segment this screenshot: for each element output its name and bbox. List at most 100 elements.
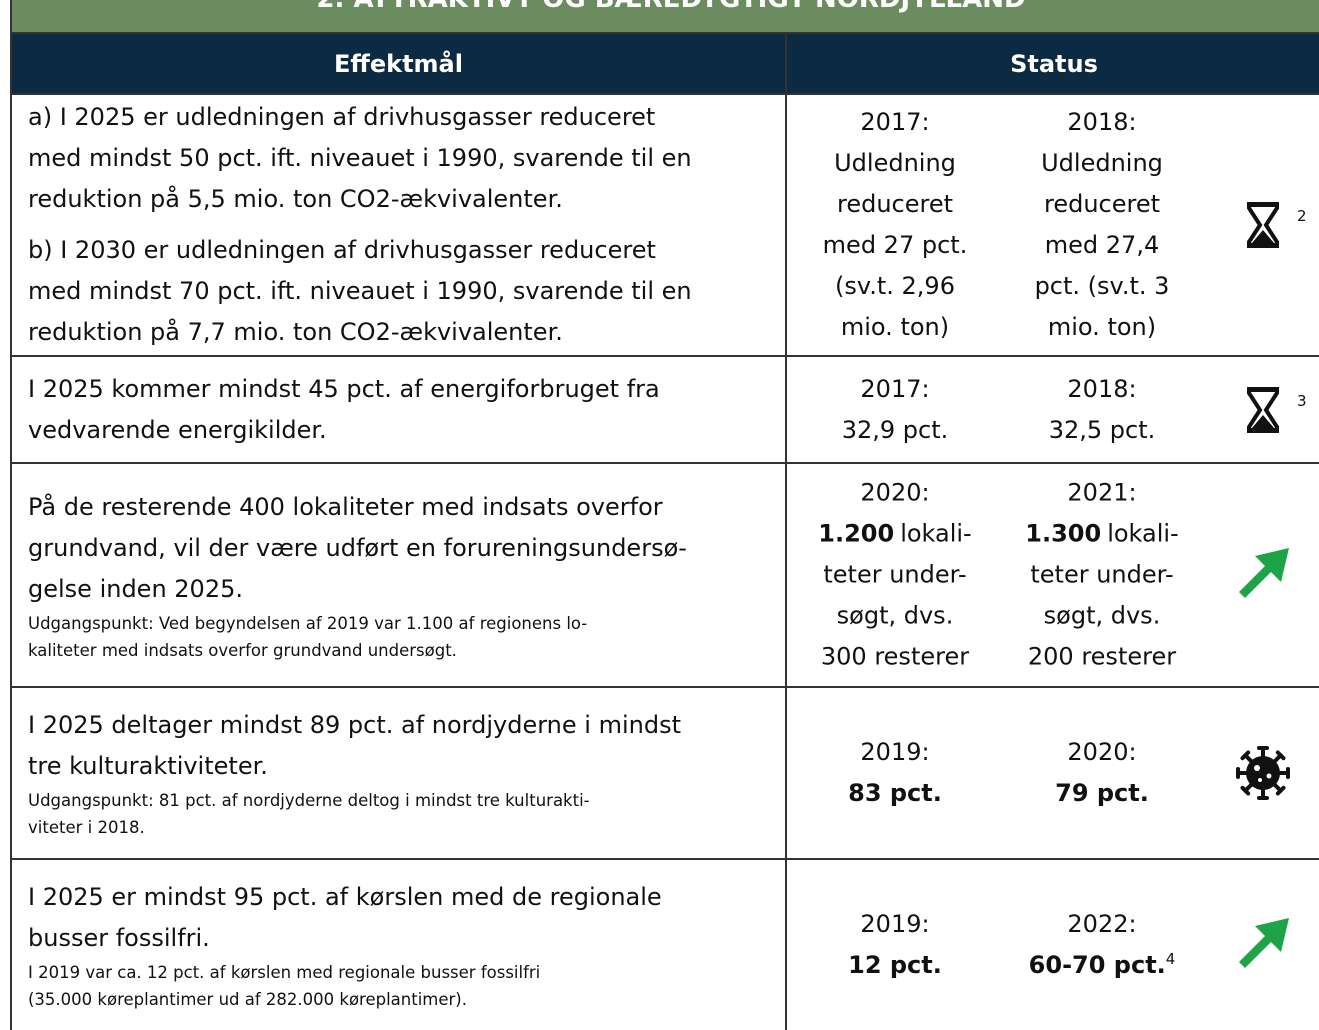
text-line: reduktion på 7,7 mio. ton CO2-ækvivalent… bbox=[28, 318, 563, 346]
table-row: a) I 2025 er udledningen af drivhusgasse… bbox=[10, 93, 1319, 357]
status-year: 2019: bbox=[860, 910, 930, 938]
text-line: I 2025 er mindst 95 pct. af kørslen med … bbox=[28, 883, 662, 911]
status-value: 2020: 79 pct. bbox=[997, 732, 1207, 814]
text-line: gelse inden 2025. bbox=[28, 574, 243, 603]
text-line: Udledning bbox=[1041, 149, 1163, 177]
table-row: I 2025 er mindst 95 pct. af kørslen med … bbox=[10, 858, 1319, 1030]
text-line: 1.300 lokali- bbox=[997, 514, 1207, 555]
goal-text: b) I 2030 er udledningen af drivhusgasse… bbox=[28, 230, 769, 353]
status-icon-arrow bbox=[1227, 540, 1307, 610]
status-bold: 83 pct. bbox=[848, 779, 942, 807]
text-line: I 2025 deltager mindst 89 pct. af nordjy… bbox=[28, 711, 681, 739]
status-value: 2018: 32,5 pct. bbox=[997, 369, 1207, 451]
status-year: 2020: bbox=[1067, 738, 1137, 766]
text-line: grundvand, vil der være udført en forure… bbox=[28, 533, 687, 562]
goal-cell: I 2025 kommer mindst 45 pct. af energifo… bbox=[10, 355, 787, 464]
goal-cell: I 2025 deltager mindst 89 pct. af nordjy… bbox=[10, 686, 787, 860]
text-line: med mindst 70 pct. ift. niveauet i 1990,… bbox=[28, 277, 692, 305]
text-line: I 2025 kommer mindst 45 pct. af energifo… bbox=[28, 374, 660, 403]
icon-graphic bbox=[1239, 918, 1289, 968]
text-line: 1.200 lokali- bbox=[790, 514, 1000, 555]
text-line: 32,5 pct. bbox=[997, 410, 1207, 451]
text-line: med 27,4 bbox=[1044, 231, 1160, 259]
baseline-note: Udgangspunkt: Ved begyndelsen af 2019 va… bbox=[28, 610, 769, 664]
status-icon-hourglass bbox=[1227, 190, 1307, 260]
footnote-ref: 4 bbox=[1165, 950, 1176, 968]
text-line: busser fossilfri. bbox=[28, 924, 210, 952]
text-line: Udledning bbox=[790, 143, 1000, 184]
text-line: søgt, dvs. bbox=[1043, 601, 1161, 630]
text-line: b) I 2030 er udledningen af drivhusgasse… bbox=[28, 236, 656, 264]
header-cell: Status bbox=[785, 32, 1319, 95]
text-line: vedvarende energikilder. bbox=[28, 415, 327, 444]
status-bold: 1.200 bbox=[818, 519, 895, 548]
text-line: a) I 2025 er udledningen af drivhusgasse… bbox=[28, 103, 656, 131]
status-cell: 2019: 83 pct. 2020: 79 pct. bbox=[785, 686, 1319, 860]
text-line: pct. (sv.t. 3 bbox=[1034, 272, 1170, 300]
text-line: 200 resterer bbox=[1027, 642, 1177, 671]
text-line: 32,9 pct. bbox=[841, 415, 949, 444]
status-year: 2019: bbox=[860, 738, 930, 766]
text-line: reduceret bbox=[1043, 190, 1161, 218]
text-line: I 2019 var ca. 12 pct. af kørslen med re… bbox=[28, 963, 541, 982]
text-line: 83 pct. bbox=[790, 773, 1000, 814]
text-line: mio. ton) bbox=[840, 313, 950, 341]
baseline-note: Udgangspunkt: 81 pct. af nordjyderne del… bbox=[28, 787, 769, 841]
status-cell: 2017: 32,9 pct. 2018: 32,5 pct. 3 bbox=[785, 355, 1319, 464]
text-line: mio. ton) bbox=[1047, 313, 1157, 341]
text-line: Udledning bbox=[997, 143, 1207, 184]
status-bold: 12 pct. bbox=[848, 951, 942, 979]
text-line: 32,5 pct. bbox=[1048, 415, 1156, 444]
text-line: 79 pct. bbox=[997, 773, 1207, 814]
status-bold: 1.300 bbox=[1025, 519, 1102, 548]
goal-text: I 2025 er mindst 95 pct. af kørslen med … bbox=[28, 877, 769, 959]
header-cell: Effektmål bbox=[10, 32, 787, 95]
text-line: reduceret bbox=[836, 190, 954, 218]
status-year: 2020: bbox=[860, 478, 930, 507]
goal-cell: På de resterende 400 lokaliteter med ind… bbox=[10, 462, 787, 688]
table-row: På de resterende 400 lokaliteter med ind… bbox=[10, 462, 1319, 688]
status-value: 2022: 60-70 pct.4 bbox=[997, 904, 1207, 986]
status-year: 2017: bbox=[860, 108, 930, 136]
icon-graphic bbox=[1247, 386, 1279, 433]
table-row: I 2025 kommer mindst 45 pct. af energifo… bbox=[10, 355, 1319, 464]
status-value: 2021: 1.300 lokali-teter under-søgt, dvs. 2… bbox=[997, 473, 1207, 678]
text-line: Udledning bbox=[834, 149, 956, 177]
status-cell: 2019: 12 pct. 2022: 60-70 pct.4 bbox=[785, 858, 1319, 1030]
status-year: 2018: bbox=[1067, 108, 1137, 136]
goal-table: Effektmål Status a) I 2025 er udledninge… bbox=[10, 32, 1319, 1030]
goal-text: I 2025 deltager mindst 89 pct. af nordjy… bbox=[28, 705, 769, 787]
text-line: teter under- bbox=[1030, 560, 1174, 589]
status-cell: 2017: Udledning reduceret med 27 pct. (sv.t.… bbox=[785, 93, 1319, 357]
text-line: viteter i 2018. bbox=[28, 818, 145, 837]
status-icon-virus bbox=[1227, 738, 1307, 808]
section-band: 2. ATTRAKTIVT OG BÆREDYGTIGT NORDJYLLAND bbox=[10, 0, 1319, 32]
text-line: lokali- bbox=[1107, 519, 1179, 548]
status-icon-arrow bbox=[1227, 910, 1307, 980]
text-line: med mindst 50 pct. ift. niveauet i 1990,… bbox=[28, 144, 692, 172]
text-line: 60-70 pct.4 bbox=[997, 945, 1207, 986]
text-line: tre kulturaktiviteter. bbox=[28, 752, 268, 780]
text-line: kaliteter med indsats overfor grundvand … bbox=[28, 640, 457, 660]
text-line: (35.000 køreplantimer ud af 282.000 køre… bbox=[28, 990, 467, 1009]
goal-cell: a) I 2025 er udledningen af drivhusgasse… bbox=[10, 93, 787, 357]
status-bold: 79 pct. bbox=[1055, 779, 1149, 807]
status-value: 2019: 83 pct. bbox=[790, 732, 1000, 814]
status-value: 2017: 32,9 pct. bbox=[790, 369, 1000, 451]
table-body: a) I 2025 er udledningen af drivhusgasse… bbox=[10, 93, 1319, 1030]
icon-graphic bbox=[1247, 202, 1279, 248]
text-line: Udgangspunkt: Ved begyndelsen af 2019 va… bbox=[28, 613, 588, 633]
text-line: Udgangspunkt: 81 pct. af nordjyderne del… bbox=[28, 791, 590, 810]
text-line: 32,9 pct. bbox=[790, 410, 1000, 451]
footnote-ref: 3 bbox=[1297, 391, 1307, 410]
status-bold: 60-70 pct. bbox=[1028, 951, 1166, 979]
text-line: 12 pct. bbox=[790, 945, 1000, 986]
status-year: 2017: bbox=[860, 374, 930, 403]
text-line: med 27 pct. bbox=[822, 231, 968, 259]
footnote-ref: 2 bbox=[1297, 207, 1307, 225]
status-value: 2020: 1.200 lokali-teter under-søgt, dvs. 3… bbox=[790, 473, 1000, 678]
status-year: 2021: bbox=[1067, 478, 1137, 507]
text-line: søgt, dvs. bbox=[836, 601, 954, 630]
status-value: 2019: 12 pct. bbox=[790, 904, 1000, 986]
